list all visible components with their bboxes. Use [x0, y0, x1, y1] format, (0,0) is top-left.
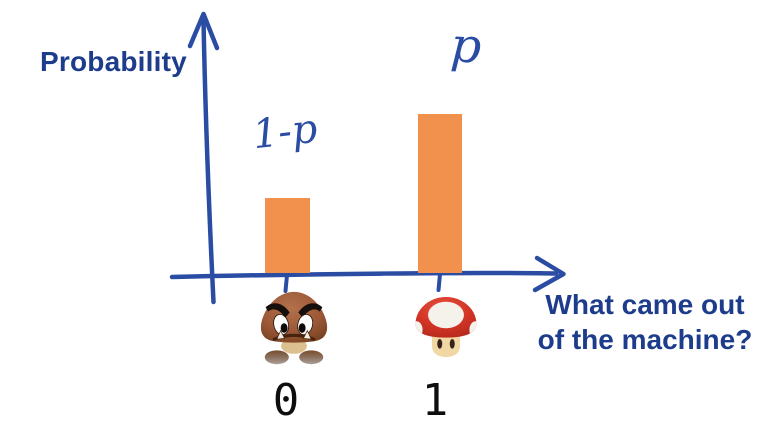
- y-axis-line: [201, 17, 216, 305]
- mushroom-right-spot: [469, 321, 477, 338]
- goomba-left-pupil: [280, 323, 288, 333]
- y-axis-arrowhead-icon: [187, 11, 220, 51]
- goomba-right-eyebrow: [298, 303, 323, 318]
- goomba-right-foot: [299, 350, 324, 365]
- goomba-icon: [260, 291, 328, 365]
- mushroom-right-eye: [449, 338, 455, 349]
- x-axis-label: What came out of the machine?: [514, 287, 776, 357]
- bar-value-label-1-minus-p: 1-p: [250, 105, 320, 159]
- x-axis-label-line2: of the machine?: [537, 324, 753, 355]
- goomba-left-eyebrow: [265, 303, 290, 318]
- x-axis-line: [169, 270, 559, 280]
- x-tick-label-0: 0: [272, 375, 300, 426]
- x-axis-arrowhead-icon: [532, 255, 566, 293]
- mushroom-left-spot: [415, 321, 423, 338]
- goomba-left-fang: [276, 329, 286, 340]
- mushroom-center-spot: [428, 301, 464, 329]
- super-mushroom-icon: [415, 297, 477, 358]
- bar-value-label-p: p: [449, 17, 483, 75]
- x-axis-label-line1: What came out: [545, 289, 745, 320]
- y-axis-label: Probability: [40, 46, 187, 77]
- x-tick-label-1: 1: [421, 375, 449, 426]
- probability-bar: [265, 198, 310, 273]
- mushroom-left-eye: [437, 338, 443, 349]
- x-tick-1: [436, 272, 442, 292]
- goomba-left-foot: [264, 350, 289, 365]
- goomba-right-pupil: [298, 323, 306, 333]
- probability-bar: [418, 114, 462, 273]
- goomba-right-fang: [302, 329, 312, 340]
- x-tick-0: [283, 273, 289, 293]
